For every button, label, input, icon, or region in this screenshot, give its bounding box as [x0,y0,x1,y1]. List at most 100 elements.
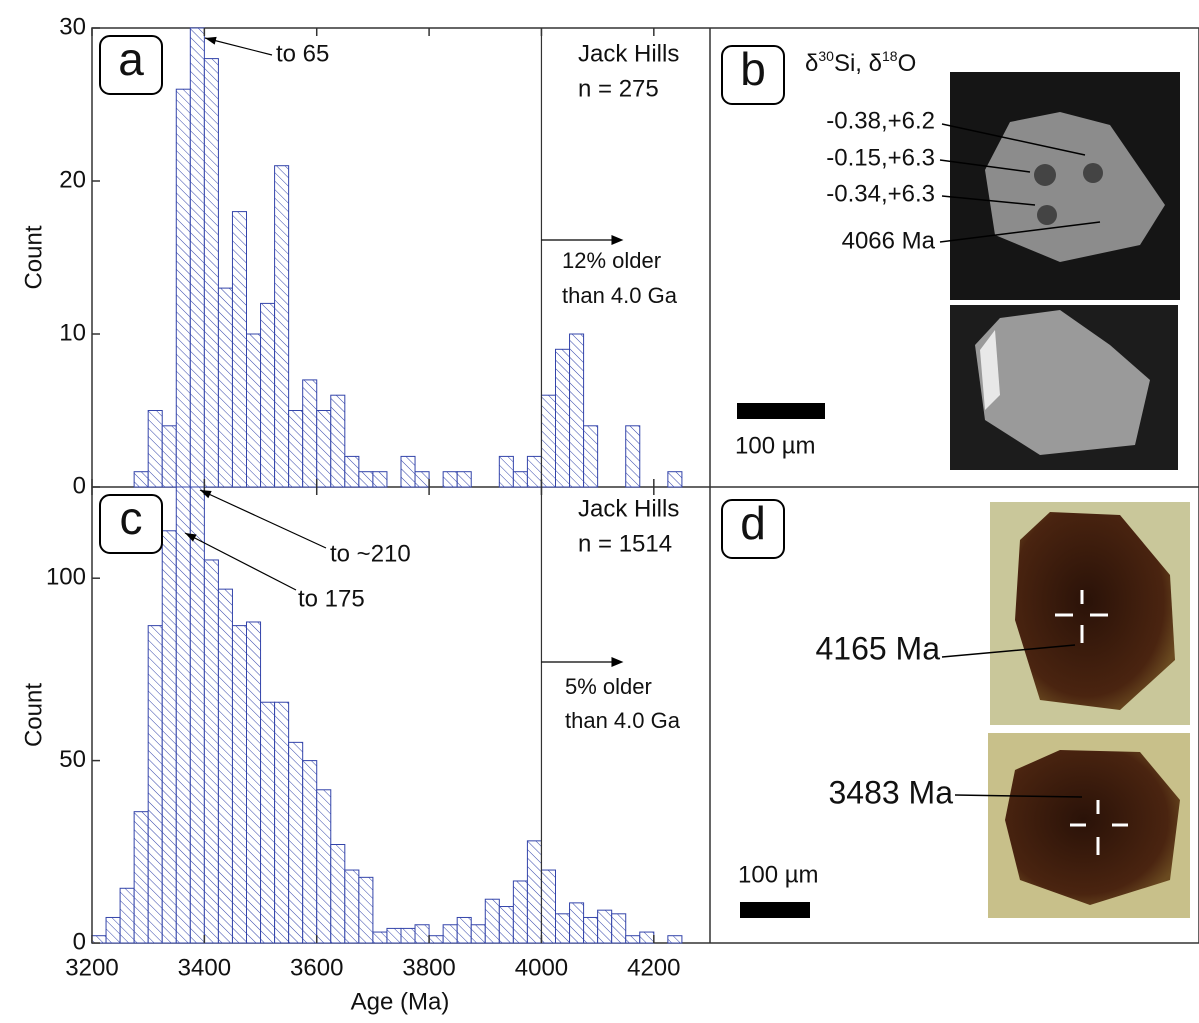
bar [555,348,571,488]
bar [316,789,332,944]
bar [372,931,388,944]
bar [625,935,641,944]
bar [456,471,472,488]
y-tick-label: 50 [59,746,86,773]
x-tick-label: 4200 [627,954,680,981]
annotation: to ~210 [330,540,411,567]
y-tick-label: 30 [59,13,86,40]
bar [344,455,360,488]
bar [91,935,107,944]
bar [583,916,599,944]
panel-b-title: δ30Si, δ18O [805,48,916,78]
bar [302,760,318,944]
bar [484,898,500,944]
age-label: 3483 Ma [828,774,953,810]
spot-label: -0.34,+6.3 [826,180,935,207]
bar [344,869,360,944]
bar [498,906,514,944]
panel-label: d [740,497,766,549]
panel-label-box [721,499,785,559]
bar [540,394,556,488]
y-axis-label: Count [20,225,47,289]
panel-label-box [721,45,785,105]
bar [274,165,290,488]
bar [316,410,332,488]
bar [260,302,276,488]
bar [442,924,458,944]
x-tick-label: 4000 [515,954,568,981]
panel-label: b [740,43,766,95]
bar [569,902,585,944]
panel-label-box [99,35,163,95]
bar [147,625,163,944]
annotation: 5% older [565,674,652,699]
annotation: n = 275 [578,75,659,102]
annotation: to 65 [276,40,329,67]
bar [583,425,599,488]
bar [386,927,402,944]
bar [400,927,416,944]
x-tick-label: 3200 [65,954,118,981]
bar [203,559,219,944]
bar [231,211,247,488]
bar [161,530,177,944]
image-labels: δ30Si, δ18O -0.38,+6.2 -0.15,+6.3 -0.34,… [735,48,953,889]
annotation: Jack Hills [578,40,679,67]
x-tick-label: 3800 [402,954,455,981]
bar [274,701,290,944]
y-tick-label: 100 [46,564,86,591]
bar [414,924,430,944]
age-label: 4066 Ma [842,227,936,254]
bar [625,425,641,488]
x-tick-label: 3600 [290,954,343,981]
panel-label: c [120,492,143,544]
annotation: to 175 [298,585,365,612]
annotation: 12% older [562,248,661,273]
bar [555,913,571,944]
y-tick-label: 10 [59,319,86,346]
bar [456,916,472,944]
bar [330,394,346,488]
bar [288,410,304,488]
arrow-head [611,235,624,245]
x-axis-label: Age (Ma) [351,988,450,1015]
panel-label: a [118,33,144,85]
bar [119,887,135,944]
spot-label: -0.15,+6.3 [826,144,935,171]
bar [428,935,444,944]
bar [470,924,486,944]
arrow-head [611,657,624,667]
bar [526,840,542,944]
bar [498,455,514,488]
y-tick-label: 0 [73,472,86,499]
bar [358,876,374,944]
image-b [737,72,1180,470]
bar [302,379,318,488]
annotation: than 4.0 Ga [565,708,681,733]
arrow-head [200,490,212,499]
image-d [740,502,1190,918]
bar [217,287,233,488]
bar [217,588,233,944]
panel-label-box [99,494,163,554]
annotation: n = 1514 [578,530,672,557]
bar [246,621,262,944]
annotation: than 4.0 Ga [562,283,678,308]
bar [639,931,655,944]
bar [526,455,542,488]
bar [512,471,528,488]
age-label: 4165 Ma [815,630,940,666]
spot-label: -0.38,+6.2 [826,107,935,134]
bar [105,916,121,944]
y-tick-label: 0 [73,928,86,955]
bar [414,471,430,488]
bar [372,471,388,488]
bar [189,486,205,944]
scale-label: 100 µm [735,432,816,459]
bar [246,333,262,488]
bar [330,844,346,944]
bar [512,880,528,944]
bar [611,913,627,944]
bar [288,741,304,944]
bar [133,811,149,944]
